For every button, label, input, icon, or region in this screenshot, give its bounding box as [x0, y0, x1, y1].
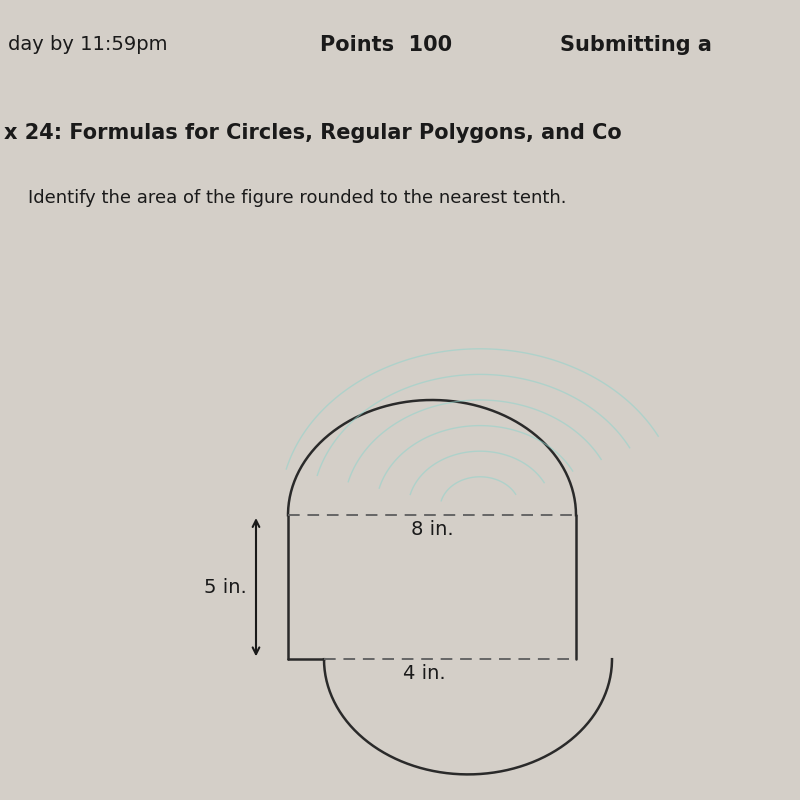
Text: 4 in.: 4 in.	[403, 664, 446, 683]
Text: Identify the area of the figure rounded to the nearest tenth.: Identify the area of the figure rounded …	[28, 189, 566, 206]
Text: Points  100: Points 100	[320, 35, 452, 55]
Text: day by 11:59pm: day by 11:59pm	[8, 35, 167, 54]
Text: Submitting a: Submitting a	[560, 35, 712, 55]
Text: 8 in.: 8 in.	[410, 520, 454, 539]
Text: 5 in.: 5 in.	[204, 578, 246, 597]
Text: x 24: Formulas for Circles, Regular Polygons, and Co: x 24: Formulas for Circles, Regular Poly…	[4, 123, 622, 143]
